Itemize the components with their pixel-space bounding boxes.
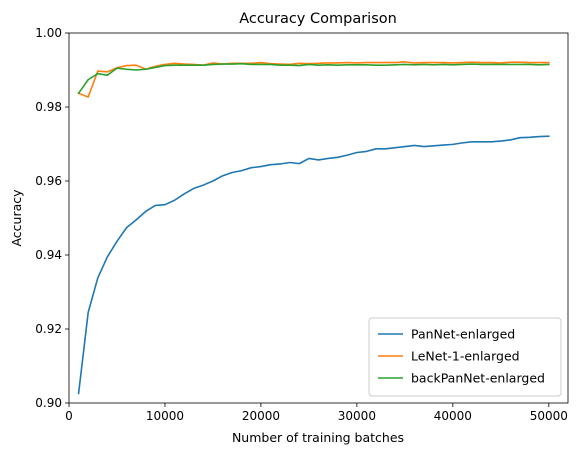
y-tick-label: 0.92	[35, 322, 62, 336]
x-tick-label: 10000	[146, 409, 184, 423]
series-line-backpannet-enlarged	[77, 62, 550, 95]
legend-entry-label: PanNet-enlarged	[411, 327, 515, 342]
x-axis-label: Number of training batches	[232, 430, 404, 445]
x-tick-label: 20000	[242, 409, 280, 423]
x-tick-label: 0	[65, 409, 73, 423]
chart-title: Accuracy Comparison	[239, 11, 397, 27]
legend: PanNet-enlarged LeNet-1-enlarged backPanNe…	[368, 317, 562, 397]
x-axis-ticks: 0 10000 20000 30000 40000 50000	[65, 403, 568, 423]
y-tick-label: 1.00	[35, 26, 62, 40]
series-line-lenet-1-enlarged	[77, 61, 550, 98]
y-tick-label: 0.98	[35, 100, 62, 114]
series-layer	[77, 61, 550, 395]
y-axis-ticks: 0.90 0.92 0.94 0.96 0.98 1.00	[35, 26, 69, 410]
y-tick-label: 0.94	[35, 248, 62, 262]
y-tick-label: 0.96	[35, 174, 62, 188]
series-line-pannet-enlarged	[77, 135, 550, 395]
x-tick-label: 40000	[434, 409, 472, 423]
plot-area-frame	[68, 32, 569, 404]
legend-box	[368, 317, 562, 397]
y-tick-label: 0.90	[35, 396, 62, 410]
legend-entry-label: backPanNet-enlarged	[411, 371, 545, 386]
x-tick-label: 30000	[338, 409, 376, 423]
x-tick-label: 50000	[530, 409, 568, 423]
y-axis-label: Accuracy	[9, 189, 24, 247]
legend-entry-label: LeNet-1-enlarged	[411, 349, 520, 364]
